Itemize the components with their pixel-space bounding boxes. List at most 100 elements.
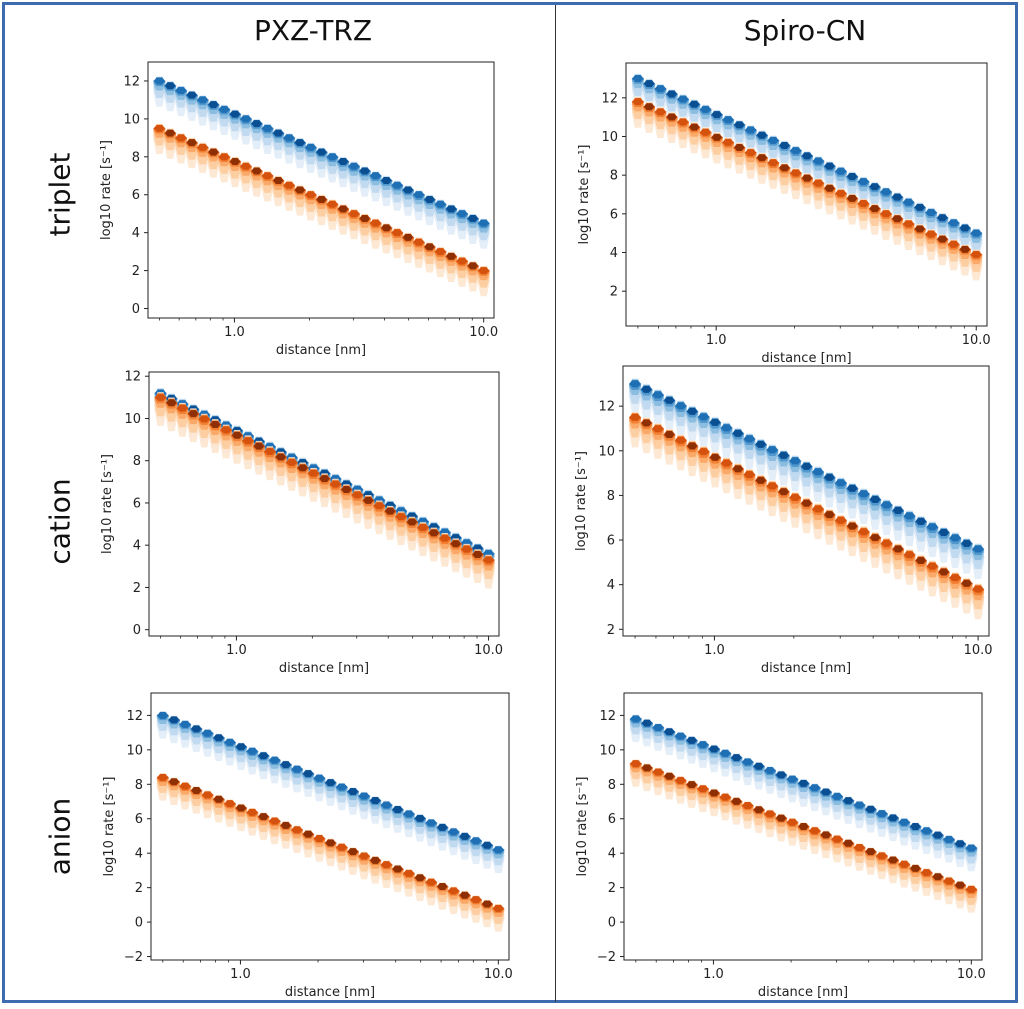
hexbin-ridge-cell xyxy=(745,126,756,134)
hexbin-ridge-cell xyxy=(938,528,949,536)
hexbin-ridge-cell xyxy=(876,810,887,818)
hexbin-ridge-cell xyxy=(697,741,708,749)
hexbin-ridge-cell xyxy=(950,574,961,582)
hexbin-ridge-cell xyxy=(258,752,269,760)
row-title-cation: cation xyxy=(43,478,77,565)
hexbin-ridge-cell xyxy=(915,517,926,525)
y-tick-label: 10 xyxy=(599,743,616,758)
hexbin-ridge-cell xyxy=(854,801,865,809)
hexbin-ridge-cell xyxy=(910,823,921,830)
hexbin-ridge-cell xyxy=(186,91,197,99)
hexbin-ridge-cell xyxy=(482,900,493,908)
hexbin-ridge-cell xyxy=(926,230,937,238)
hexbin-ridge-cell xyxy=(478,219,489,227)
hexbin-ridge-cell xyxy=(904,551,915,559)
hexbin-ridge-cell xyxy=(809,784,820,792)
hexbin-ridge-cell xyxy=(755,476,766,484)
hexbin-ridge-cell xyxy=(224,800,235,808)
hexbin-ridge-cell xyxy=(269,817,280,825)
y-tick-label: 0 xyxy=(608,916,616,931)
hexbin-ridge-cell xyxy=(435,248,446,256)
hexbin-ridge-cell xyxy=(870,495,881,503)
chart-triplet-spiro-cn: 2 4 6 8 10 12 1.0 10.0 distance [nm] log10 rate [… xyxy=(577,62,991,366)
hexbin-ridge-cell xyxy=(188,410,199,418)
hexbin-ridge-cell xyxy=(937,214,948,222)
hexbin-ridge-cell xyxy=(961,539,972,547)
hexbin-ridge-cell xyxy=(243,437,254,445)
hexbin-ridge-cell xyxy=(305,143,316,151)
hexbin-ridge-cell xyxy=(655,108,666,116)
hexbin-ridge-cell xyxy=(721,424,732,432)
hexbin-ridge-cell xyxy=(731,797,742,805)
hexbin-ridge-cell xyxy=(292,826,303,834)
y-tick-label: 2 xyxy=(607,623,615,638)
hexbin-ridge-cell xyxy=(210,420,221,428)
hexbin-ridge-cell xyxy=(392,865,403,873)
hexbin-ridge-cell xyxy=(971,229,982,237)
hexbin-ridge-cell xyxy=(893,506,904,514)
hexbin-ridge-cell xyxy=(208,148,219,156)
column-title-pxz-trz: PXZ-TRZ xyxy=(253,14,373,47)
y-tick-label: 8 xyxy=(610,169,618,184)
hexbin-ridge-cell xyxy=(280,821,291,829)
hexbin-ridge-cell xyxy=(899,860,910,868)
hexbin-ridge-cell xyxy=(176,86,187,94)
y-axis-label: log10 rate [s⁻¹] xyxy=(577,144,592,244)
x-tick-label: 1.0 xyxy=(226,643,247,658)
hexbin-ridge-cell xyxy=(359,792,370,800)
y-tick-label: 4 xyxy=(608,847,616,862)
y-tick-label: 4 xyxy=(610,246,618,261)
hexbin-ridge-cell xyxy=(776,814,787,822)
hexbin-ridge-cell xyxy=(666,113,677,121)
hexbin-ridge-cell xyxy=(630,715,641,723)
hexbin-ridge-cell xyxy=(251,167,262,175)
hexbin-ridge-cell xyxy=(732,465,743,473)
chart-cation-spiro-cn: 2 4 6 8 10 12 1.0 10.0 distance [nm] log10 rate [… xyxy=(574,365,993,676)
hexbin-ridge-cell xyxy=(753,806,764,814)
hexbin-ridge-cell xyxy=(459,891,470,899)
hexbin-ridge-cell xyxy=(269,756,280,764)
hexbin-ridge-cell xyxy=(892,215,903,223)
hexbin-ridge-cell xyxy=(478,267,489,275)
y-tick-label: 2 xyxy=(135,881,143,896)
hexbin-ridge-cell xyxy=(753,762,764,770)
hexbin-ridge-cell xyxy=(435,200,446,208)
hexbin-ridge-cell xyxy=(787,775,798,783)
hexbin-ridge-cell xyxy=(154,124,165,132)
hexbin-ridge-cell xyxy=(370,172,381,180)
hexbin-ridge-cell xyxy=(297,464,308,472)
hexbin-ridge-cell xyxy=(914,203,925,211)
hexbin-ridge-cell xyxy=(247,808,258,816)
hexbin-ridge-cell xyxy=(439,534,450,542)
hexbin-ridge-cell xyxy=(403,233,414,241)
hexbin-ridge-cell xyxy=(213,734,224,742)
hexbin-ridge-cell xyxy=(938,568,949,576)
hexbin-ridge-cell xyxy=(155,393,166,401)
y-tick-label: 10 xyxy=(601,130,618,145)
hexbin-ridge-cell xyxy=(914,225,925,233)
hexbin-ridge-cell xyxy=(778,451,789,459)
hexbin-ridge-cell xyxy=(314,774,325,782)
hexbin-ridge-cell xyxy=(948,219,959,227)
hexbin-ridge-cell xyxy=(734,121,745,129)
hexbin-ridge-cell xyxy=(483,556,494,564)
hexbin-ridge-cell xyxy=(641,764,652,772)
hexbin-ridge-cell xyxy=(336,783,347,791)
y-tick-label: 6 xyxy=(610,207,618,222)
hexbin-ridge-cell xyxy=(744,471,755,479)
hexbin-ridge-cell xyxy=(756,131,767,139)
hexbin-ridge-cell xyxy=(689,123,700,131)
hexbin-ridge-cell xyxy=(870,534,881,542)
hexbin-ridge-cell xyxy=(847,522,858,530)
hexbin-ridge-cell xyxy=(338,158,349,166)
hexbin-ridge-cell xyxy=(253,442,264,450)
hexbin-ridge-cell xyxy=(630,760,641,768)
hexbin-ridge-cell xyxy=(426,878,437,886)
x-tick-label: 10.0 xyxy=(474,643,503,658)
hexbin-ridge-cell xyxy=(876,852,887,860)
hexbin-ridge-cell xyxy=(927,523,938,531)
hexbin-ridge-cell xyxy=(675,436,686,444)
hexbin-ridge-cell xyxy=(943,877,954,885)
y-tick-label: 4 xyxy=(607,578,615,593)
y-tick-label: 4 xyxy=(135,847,143,862)
